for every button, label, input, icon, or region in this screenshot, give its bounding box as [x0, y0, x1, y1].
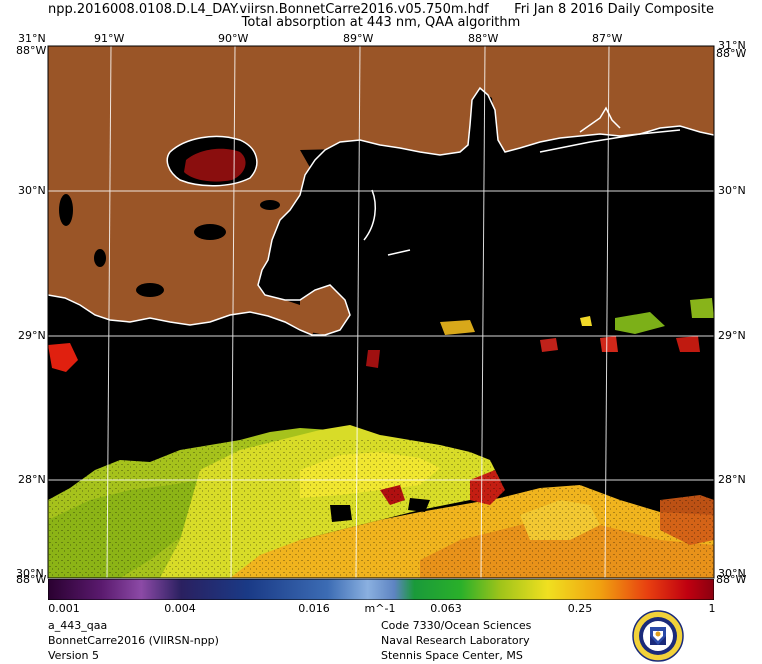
file-name: npp.2016008.0108.D.L4_DAY.viirsn.BonnetC…	[48, 2, 489, 17]
lon-label: 90°W	[218, 32, 249, 45]
map-frame	[47, 45, 715, 579]
corner-lon-label: 88°W	[716, 573, 747, 586]
lon-label: 88°W	[468, 32, 499, 45]
colorbar-tick-label: 0.063	[430, 602, 462, 615]
lat-label: 30°N	[718, 184, 746, 197]
product-name: a_443_qaa	[48, 619, 108, 632]
colorbar-tick-label: 0.016	[298, 602, 330, 615]
corner-lat-label: 31°N	[18, 32, 46, 45]
corner-lon-label: 88°W	[16, 573, 47, 586]
corner-lat-label: 31°N	[718, 39, 746, 52]
colorbar-tick-label: 0.001	[48, 602, 80, 615]
land-louisiana-mississippi-alabama	[48, 46, 714, 335]
version-text: Version 5	[48, 649, 99, 662]
lat-label: 28°N	[718, 473, 746, 486]
graticule	[48, 46, 714, 578]
org-code: Code 7330/Ocean Sciences	[381, 619, 532, 632]
nrl-seal-icon	[632, 610, 684, 662]
lat-label: 30°N	[18, 184, 46, 197]
lat-label: 29°N	[18, 329, 46, 342]
corner-lon-label: 88°W	[716, 47, 747, 60]
product-title: Total absorption at 443 nm, QAA algorith…	[241, 15, 521, 30]
org-name: Naval Research Laboratory	[381, 634, 530, 647]
colorbar-unit: m^-1	[364, 602, 396, 615]
lat-label: 28°N	[18, 473, 46, 486]
lon-label: 89°W	[343, 32, 374, 45]
colorbar	[48, 579, 714, 600]
composite-date: Fri Jan 8 2016 Daily Composite	[514, 2, 714, 17]
colorbar-tick-label: 0.25	[567, 602, 593, 615]
coastline	[48, 86, 714, 336]
corner-lat-label: 30°N	[16, 567, 44, 580]
colorbar-gradient	[48, 579, 714, 600]
data-field	[48, 298, 714, 578]
colorbar-tick-label: 1	[708, 602, 716, 615]
lat-label: 29°N	[718, 329, 746, 342]
lon-label: 91°W	[94, 32, 125, 45]
corner-lat-label: 30°N	[718, 567, 746, 580]
lon-label: 87°W	[592, 32, 623, 45]
region-sensor: BonnetCarre2016 (VIIRSN-npp)	[48, 634, 219, 647]
colorbar-tick-label: 0.004	[164, 602, 196, 615]
corner-lon-label: 88°W	[16, 44, 47, 57]
org-location: Stennis Space Center, MS	[381, 649, 523, 662]
land-mississippi-delta	[300, 285, 350, 335]
